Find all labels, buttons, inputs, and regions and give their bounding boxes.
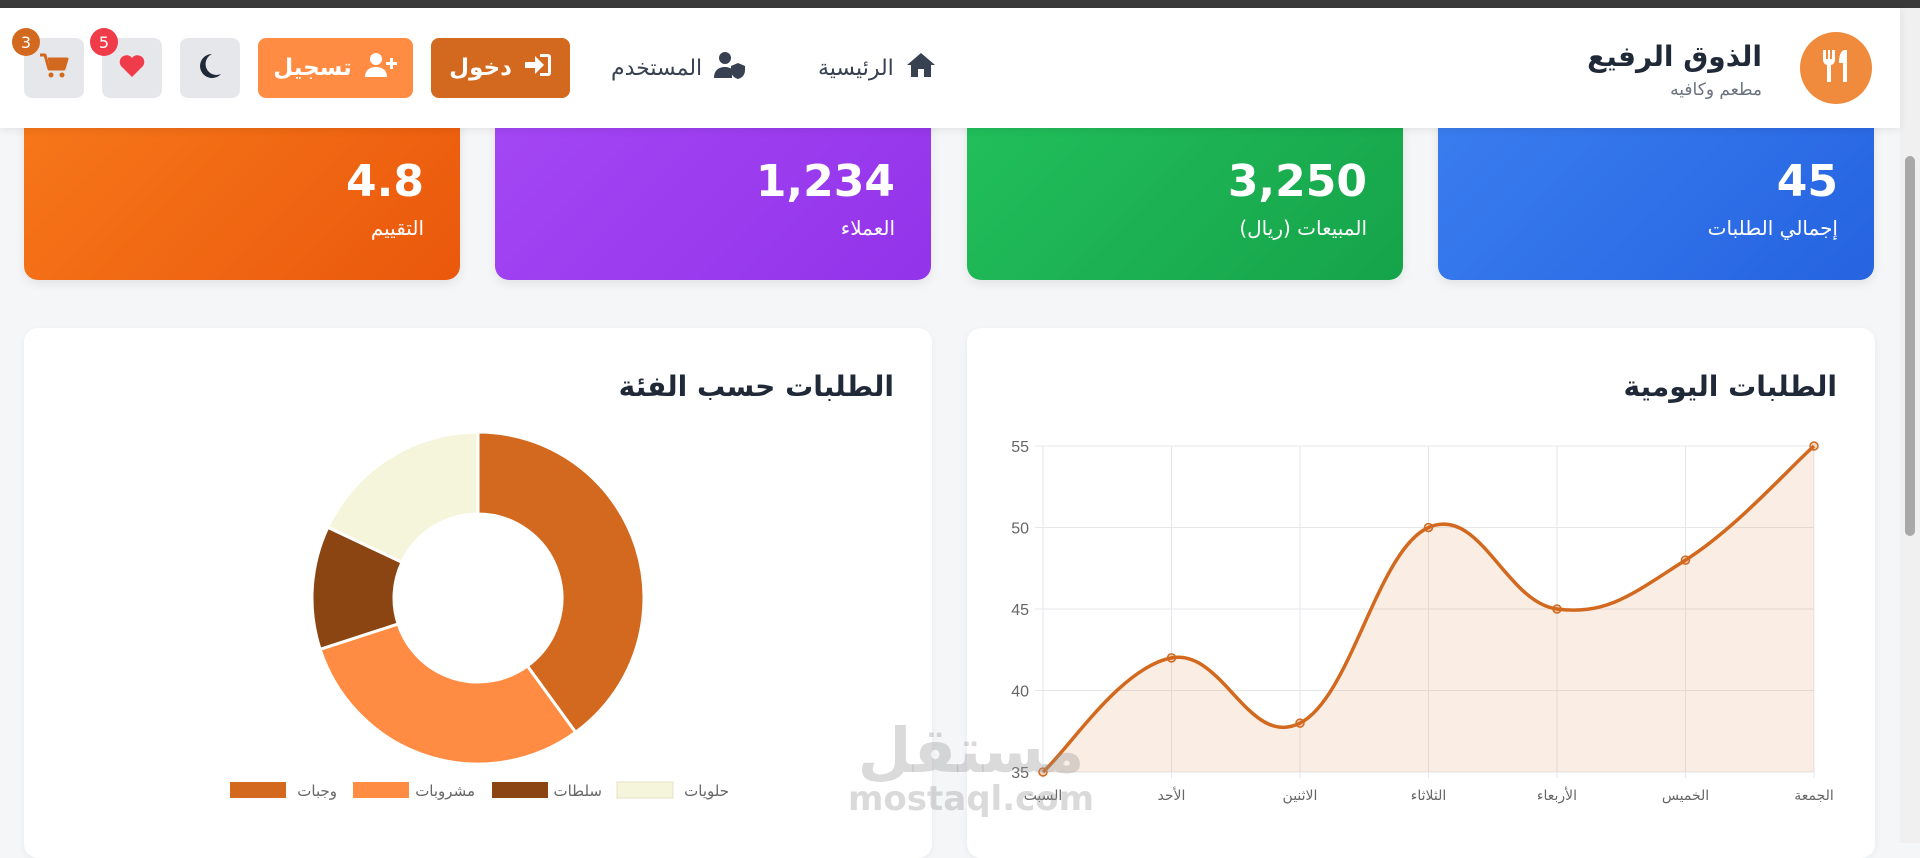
series-line <box>1041 444 1816 774</box>
stat-label-rating: التقييم <box>370 216 424 240</box>
scrollbar-thumb[interactable] <box>1905 156 1915 536</box>
cart-button[interactable]: 3 <box>12 28 84 98</box>
y-tick-label: 55 <box>1011 439 1029 456</box>
data-point <box>1423 522 1434 533</box>
category-doughnut-chart: وجبات مشروبات سلطات حلويات <box>230 430 729 800</box>
stat-value-rating: 4.8 <box>346 156 424 207</box>
legend-label: مشروبات <box>415 782 475 800</box>
stat-card-sales: 3,250 المبيعات (ريال) <box>967 100 1403 280</box>
stat-card-customers: 1,234 العملاء <box>495 100 931 280</box>
register-button[interactable]: تسجيل <box>258 38 413 98</box>
x-tick-label: الأحد <box>1158 786 1186 804</box>
window-top-border <box>0 0 1920 8</box>
x-tick-label: الاثنين <box>1283 788 1318 804</box>
stat-label-orders: إجمالي الطلبات <box>1707 216 1838 240</box>
brand-subtitle: مطعم وكافيه <box>1670 80 1762 100</box>
favorites-button[interactable]: 5 <box>90 28 162 98</box>
legend-label: حلويات <box>684 782 729 800</box>
brand-name: الذوق الرفيع <box>1587 40 1762 73</box>
user-plus-icon <box>364 52 398 84</box>
data-point <box>1552 604 1562 614</box>
x-tick-label: الجمعة <box>1794 788 1834 804</box>
theme-toggle-button[interactable] <box>180 38 240 98</box>
legend-label: وجبات <box>297 782 337 800</box>
stat-label-customers: العملاء <box>840 216 895 240</box>
legend-swatch <box>230 782 286 798</box>
category-orders-panel: الطلبات حسب الفئة وجبات مشروبات سلطات حلويا… <box>24 328 932 858</box>
legend-swatch <box>353 782 409 798</box>
stat-label-sales: المبيعات (ريال) <box>1239 216 1367 240</box>
cart-icon <box>39 53 69 83</box>
heart-icon <box>118 54 146 82</box>
stat-card-orders: 45 إجمالي الطلبات <box>1438 100 1874 280</box>
data-point <box>1166 653 1177 663</box>
x-tick-label: الخميس <box>1662 788 1709 804</box>
stat-value-customers: 1,234 <box>755 156 895 207</box>
data-point <box>1680 555 1691 565</box>
navbar: الذوق الرفيع مطعم وكافيه الرئيسية المستخ… <box>0 8 1900 128</box>
nav-home-label: الرئيسية <box>818 55 894 81</box>
utensils-icon <box>1819 48 1853 88</box>
page-scrollbar[interactable] <box>1900 8 1920 843</box>
moon-icon <box>198 53 222 83</box>
home-icon <box>906 52 936 84</box>
data-point <box>1295 718 1305 728</box>
legend-label: سلطات <box>553 782 602 800</box>
nav-user-link[interactable]: المستخدم <box>611 52 746 84</box>
y-tick-label: 45 <box>1011 602 1029 619</box>
brand-logo[interactable] <box>1800 32 1872 104</box>
data-point <box>1809 441 1819 451</box>
nav-home-link[interactable]: الرئيسية <box>818 52 936 84</box>
x-tick-label: الثلاثاء <box>1411 788 1446 804</box>
legend-swatch <box>492 782 548 798</box>
data-point <box>1038 767 1048 777</box>
user-shield-icon <box>714 51 746 85</box>
daily-orders-line-chart: 35 40 45 50 55 السبت الأحد الاثنين الثلاثاء الأرب… <box>1011 439 1834 804</box>
daily-orders-title: الطلبات اليومية <box>1623 370 1838 403</box>
y-tick-label: 40 <box>1011 684 1029 701</box>
legend-swatch <box>616 781 674 799</box>
login-button[interactable]: دخول <box>431 38 570 98</box>
doughnut-slice <box>325 430 480 565</box>
series-area-fill <box>1043 446 1814 772</box>
category-orders-title: الطلبات حسب الفئة <box>618 370 894 403</box>
cart-count-badge: 3 <box>12 28 40 56</box>
stat-value-sales: 3,250 <box>1227 156 1367 207</box>
daily-orders-panel: الطلبات اليومية 35 40 45 50 55 السبت الأحد الاث… <box>967 328 1875 858</box>
y-tick-label: 50 <box>1011 521 1029 538</box>
x-tick-label: السبت <box>1024 788 1063 804</box>
doughnut-slice <box>476 430 646 735</box>
register-label: تسجيل <box>273 55 352 81</box>
sign-in-icon <box>524 52 552 84</box>
login-label: دخول <box>449 55 512 81</box>
stat-value-orders: 45 <box>1776 156 1838 207</box>
y-tick-label: 35 <box>1011 765 1029 782</box>
doughnut-slice <box>318 622 578 766</box>
favorites-count-badge: 5 <box>90 28 118 56</box>
stat-card-rating: 4.8 التقييم <box>24 100 460 280</box>
x-tick-label: الأربعاء <box>1537 786 1577 804</box>
nav-user-label: المستخدم <box>611 55 703 81</box>
